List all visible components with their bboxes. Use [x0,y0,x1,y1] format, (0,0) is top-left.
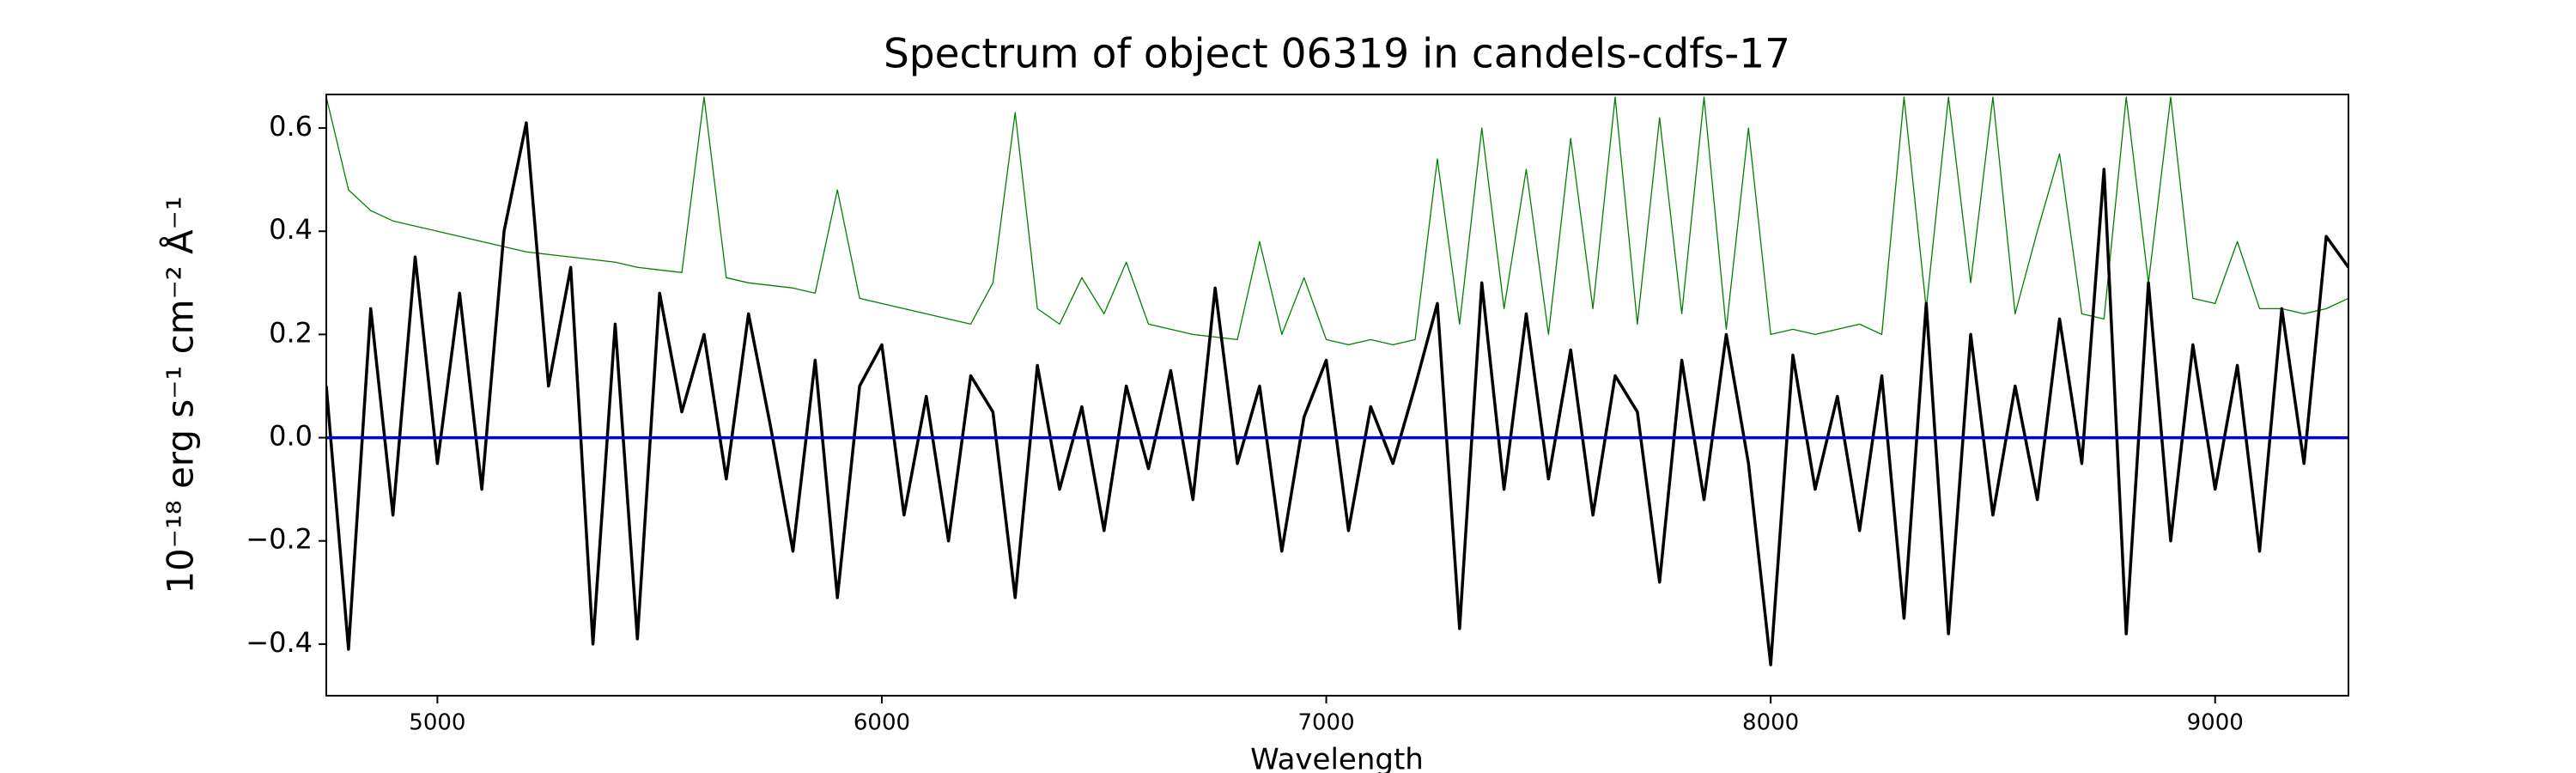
y-tick-label: −0.2 [246,523,313,556]
y-axis-label: 10⁻¹⁸ erg s⁻¹ cm⁻² Å⁻¹ [159,196,202,593]
plot-frame [325,94,2349,697]
plot-lines [326,96,2348,666]
y-tick-label: 0.6 [269,110,313,143]
chart-title: Spectrum of object 06319 in candels-cdfs… [884,31,1790,78]
x-tick-label: 8000 [1742,710,1799,736]
x-tick-label: 5000 [409,710,465,736]
y-tick-label: −0.4 [246,626,313,659]
y-tick-label: 0.0 [269,420,313,453]
spectrum-line [326,121,2348,666]
x-tick-label: 6000 [854,710,910,736]
y-tick-label: 0.2 [269,316,313,349]
x-tick-label: 7000 [1297,710,1354,736]
spectrum-line [326,96,2348,346]
x-axis-label: Wavelength [1250,743,1424,773]
y-tick-label: 0.4 [269,213,313,246]
x-tick-label: 9000 [2187,710,2244,736]
